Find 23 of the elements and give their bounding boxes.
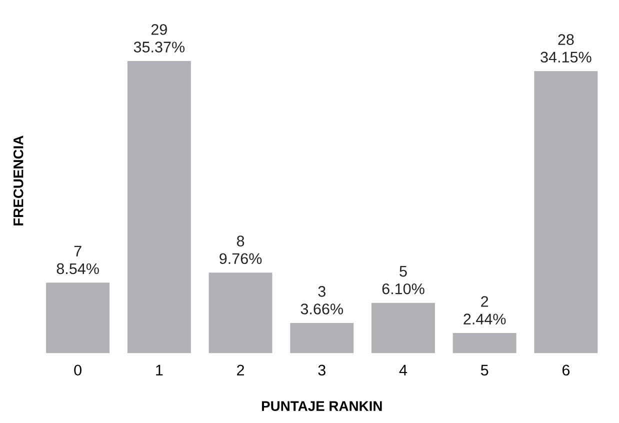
x-tick-label: 6 [562, 364, 570, 376]
data-label: 5 6.10% [382, 266, 424, 294]
data-label: 29 35.37% [134, 24, 185, 52]
data-label: 28 34.15% [540, 34, 592, 63]
x-tick-label: 4 [399, 364, 408, 376]
bar [452, 333, 516, 354]
bar [372, 302, 435, 354]
bar [534, 71, 598, 354]
x-axis-title: PUNTAJE RANKIN [262, 401, 382, 411]
bar [127, 61, 191, 354]
data-label: 2 2.44% [464, 296, 506, 324]
bar [208, 272, 272, 354]
x-tick-label: 1 [156, 364, 163, 376]
x-tick-label: 3 [318, 364, 326, 376]
bar [290, 322, 354, 354]
x-tick-label: 2 [237, 364, 244, 376]
data-label: 7 8.54% [56, 246, 99, 274]
data-label: 8 9.76% [220, 236, 262, 264]
x-tick-label: 5 [480, 364, 488, 376]
y-axis-title: FRECUENCIA [13, 136, 24, 226]
x-tick-label: 0 [74, 364, 82, 376]
data-label: 3 3.66% [300, 286, 343, 314]
bar [46, 282, 110, 354]
